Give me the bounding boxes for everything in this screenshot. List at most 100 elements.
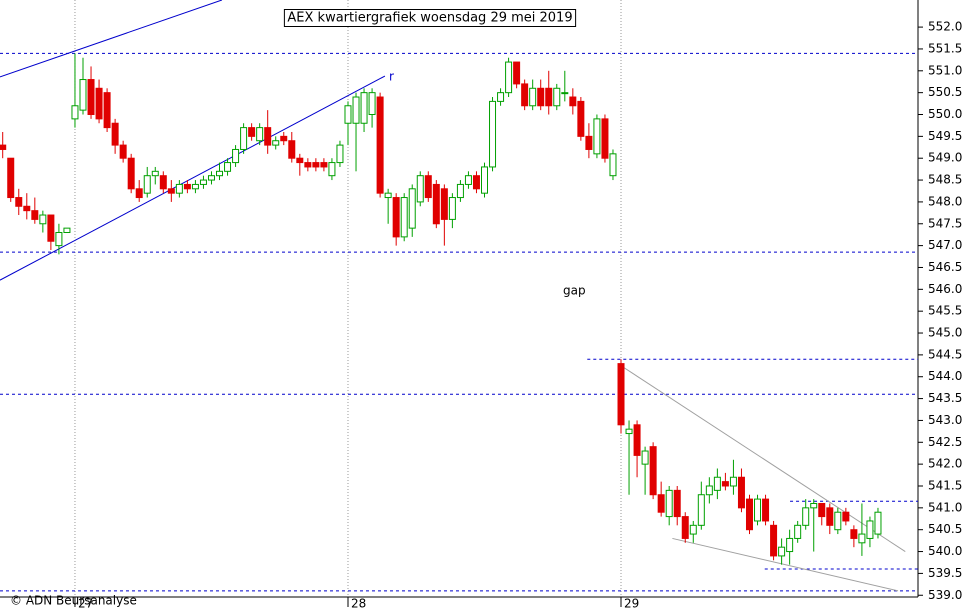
- y-tick-label: 540.5: [928, 522, 962, 536]
- candle-body: [151, 170, 159, 177]
- candle-body: [0, 144, 7, 150]
- candle-body: [135, 188, 143, 199]
- y-tick-label: 547.0: [928, 238, 962, 252]
- y-tick-label: 551.0: [928, 63, 962, 77]
- candle-body: [111, 122, 119, 146]
- candle-body: [408, 188, 416, 229]
- y-tick-label: 543.5: [928, 391, 962, 405]
- candle-body: [7, 157, 15, 199]
- candle-body: [561, 92, 569, 95]
- y-tick-label: 539.5: [928, 566, 962, 580]
- candle-body: [529, 87, 537, 107]
- y-tick-label: 545.5: [928, 304, 962, 318]
- y-tick-label: 550.5: [928, 85, 962, 99]
- annotation: gap: [563, 284, 586, 298]
- candle-body: [63, 227, 71, 234]
- candle-body: [47, 214, 55, 242]
- candle-body: [617, 363, 625, 426]
- trend-line: [0, 75, 386, 281]
- candle-body: [95, 87, 103, 120]
- candle-body: [481, 166, 488, 194]
- candle-body: [240, 127, 248, 150]
- candle-body: [625, 428, 633, 435]
- candle-body: [585, 135, 593, 150]
- y-tick-label: 542.5: [928, 435, 962, 449]
- candle-body: [729, 476, 737, 487]
- candle-body: [697, 494, 705, 526]
- candle-body: [810, 502, 818, 509]
- candle-body: [778, 546, 786, 557]
- y-tick-label: 550.0: [928, 107, 962, 121]
- candle-body: [577, 100, 585, 137]
- y-tick-label: 541.0: [928, 500, 962, 514]
- candle-body: [224, 162, 232, 172]
- candle-body: [633, 424, 641, 456]
- candle-body: [665, 489, 673, 518]
- candle-body: [802, 507, 810, 526]
- y-tick-label: 546.0: [928, 282, 962, 296]
- candle-body: [553, 87, 561, 107]
- candle-body: [183, 183, 191, 190]
- candle-body: [489, 100, 497, 168]
- candle-body: [689, 524, 697, 535]
- candle-body: [721, 481, 729, 487]
- candle-body: [754, 498, 762, 522]
- candle-body: [874, 511, 882, 535]
- candle-body: [352, 96, 360, 124]
- candle-body: [304, 162, 312, 168]
- y-tick-label: 549.5: [928, 129, 962, 143]
- y-tick-label: 552.0: [928, 20, 962, 34]
- candle-body: [248, 127, 256, 137]
- candle-body: [472, 175, 480, 190]
- x-tick-label: 27: [78, 597, 93, 610]
- y-tick-label: 548.0: [928, 194, 962, 208]
- candle-body: [39, 214, 47, 225]
- candle-body: [320, 162, 328, 168]
- candle-body: [360, 92, 368, 124]
- candle-body: [770, 524, 778, 557]
- y-tick-label: 548.5: [928, 173, 962, 187]
- candle-body: [103, 92, 111, 129]
- candle-body: [505, 61, 513, 94]
- candle-body: [159, 175, 167, 190]
- y-tick-label: 544.0: [928, 369, 962, 383]
- candle-body: [850, 529, 858, 539]
- candle-body: [392, 197, 400, 238]
- candle-body: [794, 524, 802, 539]
- candle-body: [448, 197, 456, 220]
- y-tick-label: 540.0: [928, 544, 962, 558]
- candle-body: [416, 175, 424, 203]
- y-tick-label: 546.5: [928, 260, 962, 274]
- candle-body: [818, 502, 826, 518]
- candle-body: [207, 175, 215, 181]
- trend-line: [617, 363, 906, 552]
- candle-body: [232, 148, 240, 164]
- chart-title: AEX kwartiergrafiek woensdag 29 mei 2019: [287, 11, 572, 26]
- candle-body: [456, 183, 464, 199]
- candle-body: [521, 83, 529, 107]
- candle-body: [256, 127, 264, 142]
- candle-body: [593, 118, 601, 155]
- candle-body: [424, 175, 432, 199]
- y-tick-label: 541.5: [928, 478, 962, 492]
- candle-body: [199, 179, 207, 185]
- candle-body: [440, 188, 448, 220]
- candle-body: [79, 79, 87, 111]
- candle-body: [649, 446, 657, 496]
- candle-body: [15, 197, 23, 207]
- y-tick-label: 549.0: [928, 151, 962, 165]
- y-tick-label: 543.0: [928, 413, 962, 427]
- candle-body: [681, 516, 689, 539]
- candle-body: [705, 485, 713, 496]
- candle-body: [376, 96, 384, 194]
- candle-body: [713, 476, 721, 491]
- candle-body: [745, 498, 753, 531]
- trend-line: [672, 537, 899, 592]
- candle-body: [312, 162, 320, 168]
- trend-line: [0, 0, 223, 78]
- candle-body: [143, 175, 151, 194]
- candle-body: [657, 494, 665, 513]
- annotation: r: [389, 70, 394, 84]
